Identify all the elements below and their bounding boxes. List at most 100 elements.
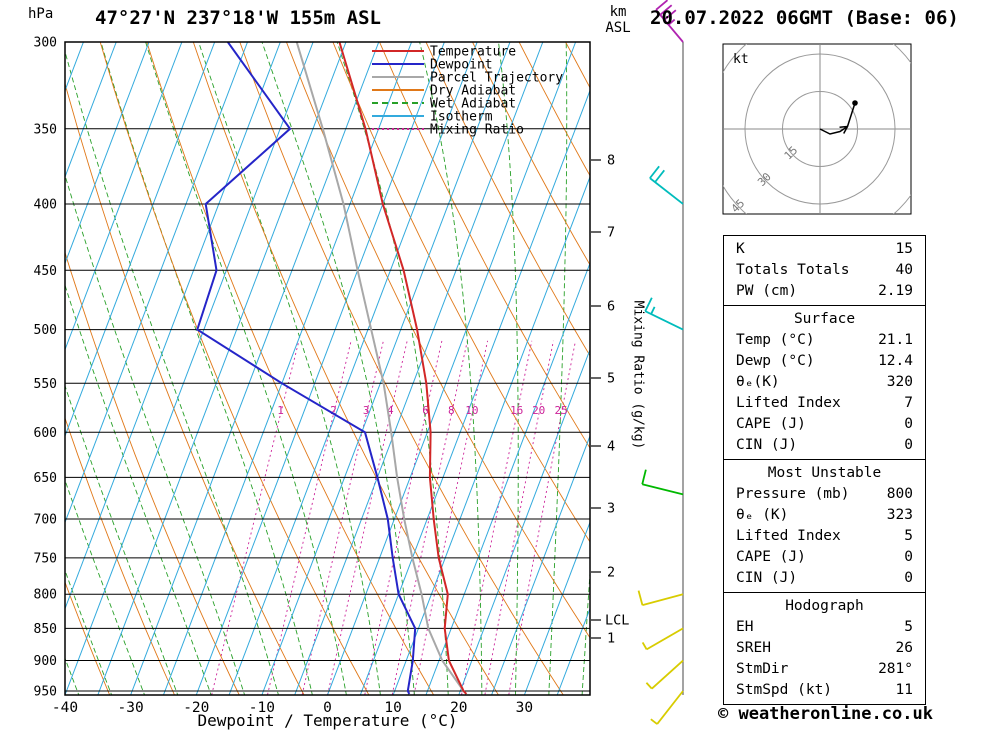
table-row: K 15 <box>724 239 925 260</box>
dry-adiabat-line <box>146 42 435 695</box>
mixing-ratio-label: 4 <box>387 404 394 417</box>
temp-tick-label: -40 <box>52 700 78 716</box>
wet-adiabat-line <box>419 42 483 695</box>
profile-temperature <box>338 42 468 695</box>
isotherm-line <box>130 42 380 695</box>
mixing-ratio-line <box>484 340 554 695</box>
row-value: 26 <box>895 640 913 656</box>
mixing-ratio-label: 3 <box>363 404 370 417</box>
table-row: CIN (J) 0 <box>724 568 925 589</box>
table-row: StmSpd (kt) 11 <box>724 680 925 701</box>
legend-label: Isotherm <box>430 110 493 125</box>
isotherm-line <box>458 348 590 695</box>
datetime-title: 20.07.2022 06GMT (Base: 06) <box>650 7 959 29</box>
hodograph-ring <box>782 91 858 167</box>
mixing-ratio-line <box>461 340 533 695</box>
altitude-axis-unit: km ASL <box>598 4 638 36</box>
x-axis-label: Dewpoint / Temperature (°C) <box>197 711 458 730</box>
indices-panel: K 15 Totals Totals 40 PW (cm) 2.19 Surface Temp… <box>723 235 926 705</box>
pressure-tick-label: 350 <box>34 122 57 137</box>
row-value: 0 <box>904 570 913 586</box>
row-label: CIN (J) <box>736 437 798 453</box>
table-row: Lifted Index 5 <box>724 526 925 547</box>
pressure-grid: 300 350 400 450 500 550 600 650 700 750 800 850 900 9… <box>34 36 590 700</box>
pressure-tick-label: 850 <box>34 622 57 637</box>
legend-label: Temperature <box>430 45 516 60</box>
table-row: CIN (J) 0 <box>724 435 925 456</box>
mixing-ratio-axis-label: Mixing Ratio (g/kg) <box>630 300 646 450</box>
temp-tick-label: 10 <box>384 700 401 716</box>
info-table-most-unstable: Most Unstable Pressure (mb) 800 θₑ (K) 323 Li… <box>723 459 926 593</box>
pressure-tick-label: 600 <box>34 426 57 441</box>
isotherm-line <box>425 261 590 695</box>
row-label: CAPE (J) <box>736 549 806 565</box>
row-value: 12.4 <box>878 353 913 369</box>
km-tick-label: 3 <box>607 501 615 517</box>
hodograph-ring <box>744 53 896 205</box>
row-value: 0 <box>904 416 913 432</box>
wet-adiabat-line <box>548 42 568 695</box>
wind-barb <box>641 627 684 651</box>
info-table-surface: Surface Temp (°C) 21.1 Dewp (°C) 12.4 θₑ(K) 32… <box>723 305 926 460</box>
table-row: PW (cm) 2.19 <box>724 281 925 302</box>
row-value: 11 <box>895 682 913 698</box>
dry-adiabat-line <box>65 416 176 695</box>
table-header: Surface <box>793 311 856 327</box>
wind-barb <box>644 297 684 331</box>
row-value: 40 <box>895 262 913 278</box>
km-unit: km <box>609 4 627 20</box>
isotherm-line <box>65 42 314 695</box>
row-label: Lifted Index <box>736 395 841 411</box>
km-tick-label: 5 <box>607 371 615 387</box>
table-row: StmDir 281° <box>724 659 925 680</box>
temp-tick-label: 30 <box>516 700 533 716</box>
wet-adiabat-line <box>65 50 279 695</box>
row-value: 21.1 <box>878 332 913 348</box>
row-value: 800 <box>886 486 913 502</box>
isotherm-line <box>491 434 590 695</box>
hodograph-trace <box>819 102 856 135</box>
km-tick-label: 8 <box>607 153 615 169</box>
profile-parcel-trajectory <box>295 42 468 695</box>
legend-label: Dewpoint <box>430 58 493 73</box>
isotherm-line <box>523 520 590 695</box>
km-axis: 8 7 6 5 4 3 2 1 LCL <box>591 153 629 647</box>
legend-label: Mixing Ratio <box>430 123 524 138</box>
mixing-ratio-label: 6 <box>422 404 429 417</box>
wind-barb <box>637 590 684 606</box>
mixing-ratio-label: 10 <box>465 404 478 417</box>
table-header: Most Unstable <box>767 465 882 481</box>
pressure-tick-label: 700 <box>34 513 57 528</box>
wind-barb <box>655 0 684 43</box>
isotherm-line <box>261 42 511 695</box>
row-value: 0 <box>904 437 913 453</box>
wind-barb <box>641 469 684 496</box>
isotherm-line <box>97 42 347 695</box>
temp-tick-label: 0 <box>323 700 332 716</box>
table-row: θₑ (K) 323 <box>724 505 925 526</box>
dry-adiabat-line <box>472 42 590 266</box>
row-label: Dewp (°C) <box>736 353 815 369</box>
row-value: 5 <box>904 528 913 544</box>
table-row: Temp (°C) 21.1 <box>724 330 925 351</box>
row-value: 2.19 <box>878 283 913 299</box>
row-label: CAPE (J) <box>736 416 806 432</box>
km-tick-label: 1 <box>607 631 615 647</box>
wind-barb <box>650 690 684 725</box>
isotherm-line <box>65 42 281 611</box>
isotherm-line <box>195 42 445 695</box>
row-value: 0 <box>904 549 913 565</box>
row-label: Lifted Index <box>736 528 841 544</box>
mixing-ratio-line <box>301 340 384 695</box>
km-tick-label: 7 <box>607 225 615 241</box>
row-value: 281° <box>878 661 913 677</box>
isotherm-line <box>228 42 478 695</box>
wind-barb <box>649 165 684 205</box>
hodograph-arrowhead <box>843 126 849 134</box>
temp-tick-label: -30 <box>117 700 143 716</box>
table-row: CAPE (J) 0 <box>724 414 925 435</box>
